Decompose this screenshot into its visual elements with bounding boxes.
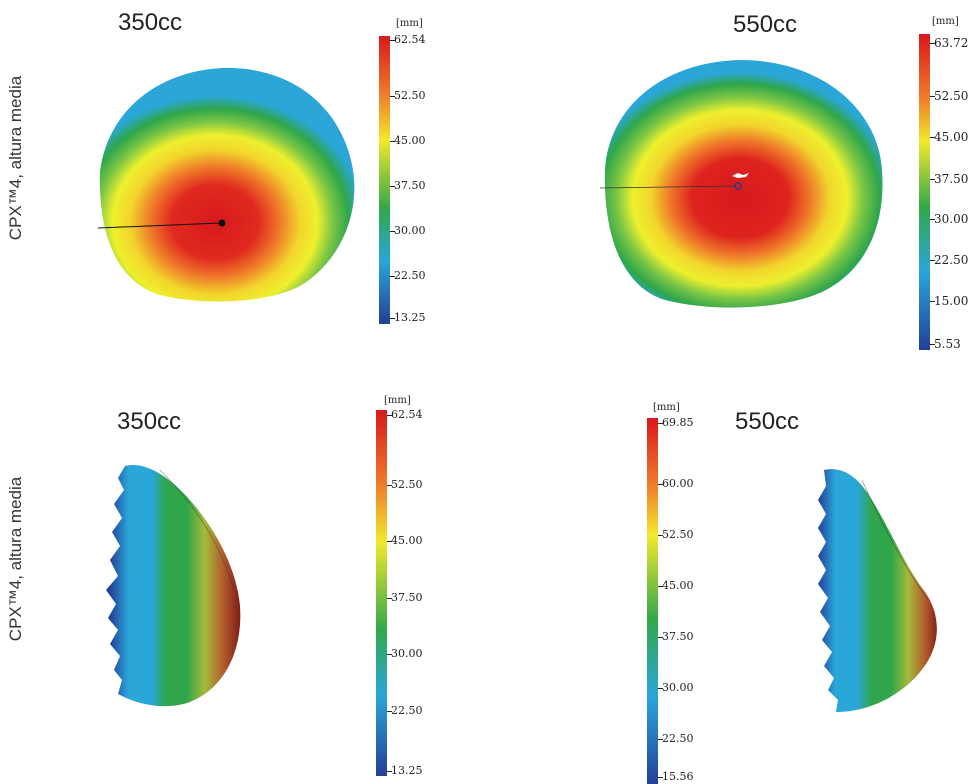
scale-tick-label: 45.00 <box>934 130 969 144</box>
scale-bar <box>919 34 930 350</box>
scale-tick-label: 60.00 <box>662 477 694 490</box>
scale-tick-label: 15.00 <box>934 294 969 308</box>
scale-tick-label: 5.53 <box>934 337 961 351</box>
scale-tick-label: 30.00 <box>394 224 426 237</box>
scale-tick-label: 15.56 <box>662 770 694 783</box>
pointer-line <box>97 222 222 229</box>
center-marker <box>218 219 226 227</box>
center-marker <box>734 182 742 190</box>
panel-title-550cc-lateral: 550cc <box>735 408 800 435</box>
scale-tick-label: 62.54 <box>394 33 426 46</box>
scale-tick-label: 63.72 <box>934 36 969 50</box>
panel-title-350cc-frontal: 350cc <box>118 9 183 36</box>
scale-tick-label: 30.00 <box>391 647 423 660</box>
scale-tick-label: 45.00 <box>391 534 423 547</box>
scale-tick-label: 30.00 <box>662 681 694 694</box>
scale-tick-label: 13.25 <box>391 764 423 777</box>
scale-tick-label: 37.50 <box>934 172 969 186</box>
panel-title-550cc-frontal: 550cc <box>733 11 798 38</box>
scale-tick-label: 22.50 <box>662 732 694 745</box>
scale-unit: [mm] <box>396 18 423 29</box>
scale-tick-label: 30.00 <box>934 212 969 226</box>
scale-tick-label: 22.50 <box>934 253 969 267</box>
scale-bar <box>647 418 658 784</box>
scale-tick-label: 37.50 <box>391 591 423 604</box>
scale-tick-label: 13.25 <box>394 311 426 324</box>
scale-tick-label: 37.50 <box>394 179 426 192</box>
scale-tick-label: 52.50 <box>934 89 969 103</box>
scale-bar <box>379 36 390 324</box>
scale-tick-label: 52.50 <box>662 528 694 541</box>
scale-tick-label: 62.54 <box>391 408 423 421</box>
scale-tick-label: 22.50 <box>391 704 423 717</box>
scale-unit: [mm] <box>384 395 411 406</box>
scale-tick-label: 22.50 <box>394 269 426 282</box>
gap-mark <box>732 173 749 178</box>
panel-title-350cc-lateral: 350cc <box>117 408 182 435</box>
scale-unit: [mm] <box>932 16 959 27</box>
scale-tick-label: 45.00 <box>394 134 426 147</box>
pointer-line <box>599 185 737 189</box>
scale-tick-label: 52.50 <box>391 478 423 491</box>
scale-tick-label: 69.85 <box>662 416 694 429</box>
scale-tick-label: 52.50 <box>394 89 426 102</box>
scale-unit: [mm] <box>653 402 680 413</box>
scale-tick-label: 45.00 <box>662 579 694 592</box>
scale-bar <box>376 410 387 776</box>
scale-tick-label: 37.50 <box>662 630 694 643</box>
